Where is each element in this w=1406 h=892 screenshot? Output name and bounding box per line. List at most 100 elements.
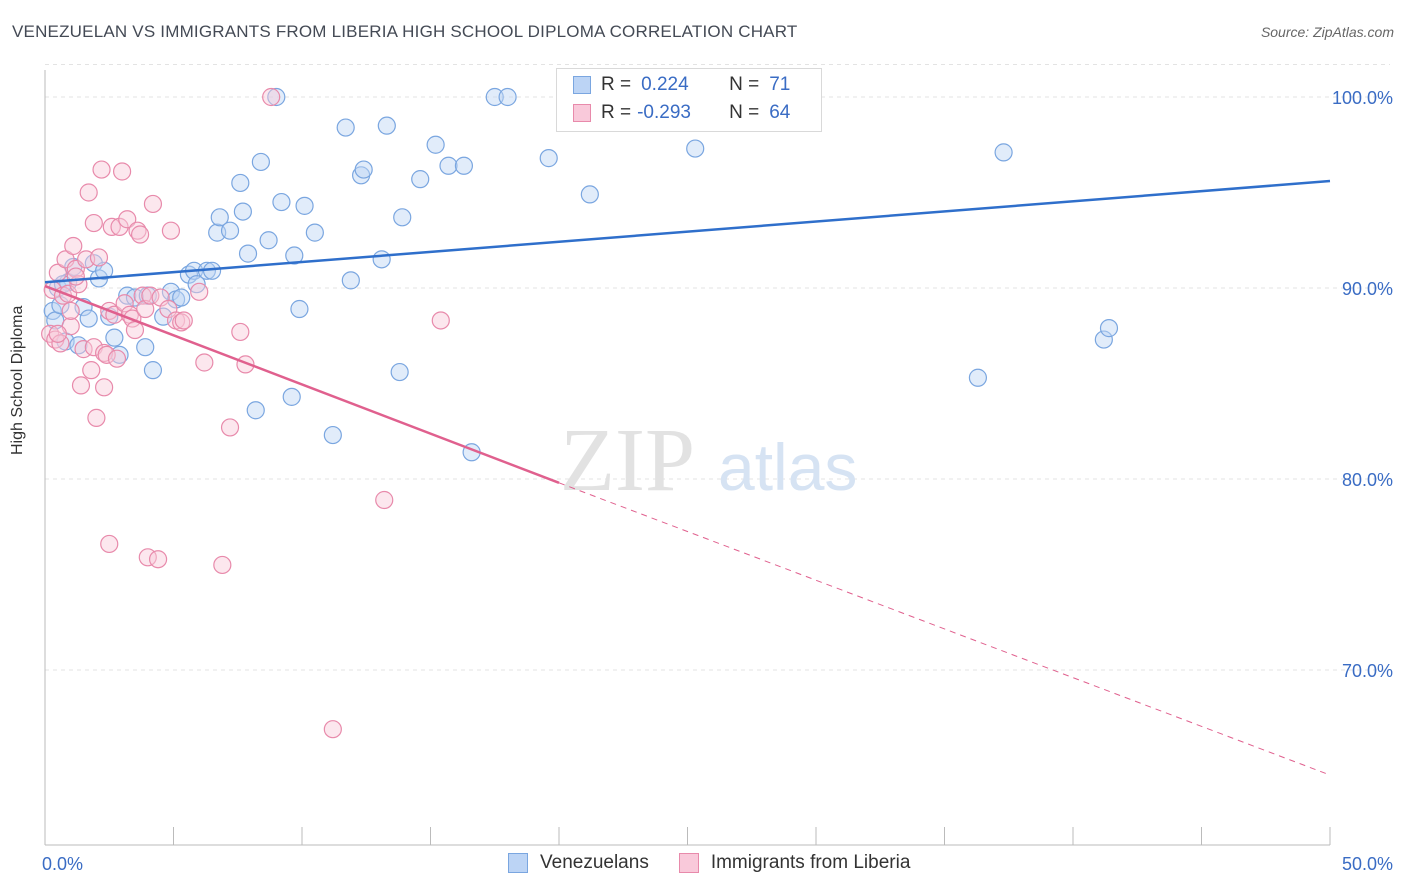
chart-title: VENEZUELAN VS IMMIGRANTS FROM LIBERIA HI… — [12, 22, 798, 41]
liberia-trend-extension — [558, 482, 1331, 776]
legend-n-value: 71 — [769, 74, 791, 95]
venezuelan-point — [305, 223, 324, 242]
liberia-point — [64, 236, 83, 256]
liberia-point — [79, 183, 98, 202]
liberia-point — [115, 294, 134, 313]
legend-swatch-pink — [678, 853, 699, 873]
liberia-point — [107, 349, 127, 368]
legend-item-venezuelans: Venezuelans — [508, 852, 649, 874]
source-label: Source: ZipAtlas.com — [1260, 24, 1394, 40]
liberia-point — [195, 353, 214, 372]
liberia-point — [48, 324, 67, 343]
venezuelan-point — [220, 221, 240, 240]
venezuelan-point — [295, 196, 314, 215]
venezuelan-point — [251, 152, 270, 172]
venezuelan-point — [372, 250, 391, 269]
venezuelan-point — [686, 139, 705, 158]
legend-label: Immigrants from Liberia — [710, 852, 911, 873]
venezuelan-point — [79, 309, 98, 328]
venezuelan-point — [485, 87, 504, 107]
legend-swatch-pink — [573, 104, 591, 122]
venezuelan-point — [210, 208, 229, 227]
legend-n-label: N = — [729, 102, 760, 123]
venezuelan-point — [323, 425, 342, 445]
liberia-point — [220, 418, 240, 437]
legend-n-value: 64 — [769, 102, 791, 123]
liberia-point — [174, 311, 193, 330]
liberia-point — [66, 267, 85, 286]
venezuelan-point — [439, 156, 458, 175]
venezuelan-point — [285, 246, 304, 265]
x-tick-label: 0.0% — [42, 854, 83, 874]
legend-row-venezuelans: R = 0.224 N = 71 — [573, 73, 790, 97]
legend-swatch-blue — [573, 76, 591, 94]
venezuelan-point — [105, 328, 124, 347]
y-tick-label: 90.0% — [1342, 279, 1393, 299]
watermark-zip: ZIP — [560, 411, 695, 510]
liberia-point — [110, 217, 129, 236]
venezuelan-point — [390, 362, 409, 382]
venezuelan-point — [282, 387, 301, 406]
venezuelan-point — [267, 87, 286, 107]
venezuelan-point — [143, 361, 163, 380]
y-tick-label: 100.0% — [1332, 88, 1393, 108]
legend-r-value: -0.293 — [637, 102, 691, 123]
legend-r-label: R = — [601, 74, 632, 95]
liberia-point — [190, 282, 209, 301]
venezuelan-point — [426, 135, 445, 154]
venezuelan-point — [354, 160, 373, 179]
venezuelan-point — [238, 244, 258, 263]
liberia-point — [172, 313, 191, 332]
venezuelan-point — [1099, 319, 1119, 338]
legend-n-label: N = — [729, 74, 760, 95]
watermark-atlas: atlas — [718, 430, 857, 504]
liberia-point — [82, 361, 101, 380]
legend-swatch-blue — [508, 853, 528, 873]
venezuelan-point — [411, 170, 430, 189]
x-tick-label: 50.0% — [1342, 854, 1393, 874]
venezuelan-point — [272, 192, 291, 212]
venezuelan-point — [290, 299, 309, 319]
venezuelan-point — [498, 87, 517, 107]
liberia-point — [130, 225, 150, 244]
y-tick-label: 80.0% — [1342, 470, 1393, 490]
liberia-point — [71, 376, 91, 395]
liberia-point — [97, 345, 116, 364]
liberia-point — [133, 286, 152, 305]
venezuelan-point — [580, 185, 599, 204]
liberia-point — [148, 550, 168, 569]
venezuelan-point — [95, 261, 114, 280]
venezuelan-point — [231, 173, 250, 193]
venezuelan-point — [1094, 330, 1113, 349]
venezuelan-point — [172, 288, 191, 307]
venezuelan-point — [393, 208, 412, 227]
venezuelan-point — [377, 116, 396, 135]
liberia-point — [102, 217, 121, 236]
liberia-point — [61, 301, 80, 321]
liberia-point — [118, 210, 137, 229]
stats-legend: R = 0.224 N = 71 R = -0.293 N = 64 — [556, 68, 822, 132]
liberia-point — [95, 378, 114, 397]
liberia-point — [431, 311, 450, 330]
liberia-point — [84, 213, 103, 233]
legend-r-label: R = — [601, 102, 632, 123]
liberia-point — [213, 555, 232, 575]
venezuelan-trend-line — [44, 179, 1331, 284]
liberia-point — [112, 162, 132, 181]
liberia-point — [87, 408, 106, 427]
liberia-point — [375, 490, 394, 510]
y-axis-label: High School Diploma — [9, 305, 26, 455]
venezuelan-point — [341, 271, 360, 290]
liberia-point — [136, 299, 155, 319]
liberia-point — [89, 248, 109, 267]
venezuelan-point — [136, 338, 155, 357]
y-tick-label: 70.0% — [1342, 661, 1393, 681]
liberia-point — [100, 534, 119, 554]
venezuelan-point — [259, 231, 278, 250]
venezuelan-point — [336, 118, 355, 137]
liberia-point — [231, 322, 250, 342]
venezuelan-point — [454, 156, 474, 175]
liberia-point — [92, 160, 111, 179]
legend-r-value: 0.224 — [641, 74, 689, 95]
